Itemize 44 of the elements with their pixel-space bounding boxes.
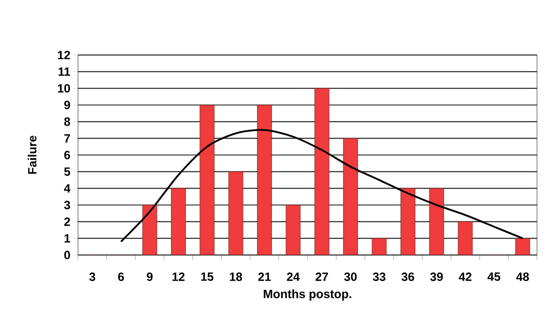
y-tick-label: 0 xyxy=(64,250,70,260)
x-tick-label: 15 xyxy=(201,272,214,281)
x-tick-label: 45 xyxy=(488,272,500,281)
bar xyxy=(458,221,473,255)
bar xyxy=(429,188,444,255)
y-tick-label: 5 xyxy=(64,168,70,176)
y-tick-label: 8 xyxy=(64,117,70,126)
bar xyxy=(257,104,272,255)
bar xyxy=(314,88,330,255)
y-tick-label: 9 xyxy=(64,100,70,110)
bar xyxy=(286,204,301,255)
x-tick-label: 12 xyxy=(172,272,185,281)
x-tick-label: 18 xyxy=(230,272,242,281)
x-tick-label: 42 xyxy=(458,272,472,281)
bar xyxy=(228,171,244,255)
y-tick-label: 7 xyxy=(64,134,70,142)
y-tick-label: 1 xyxy=(64,234,70,242)
x-tick-label: 21 xyxy=(258,272,271,281)
y-tick-label: 3 xyxy=(64,200,70,210)
y-tick-label: 4 xyxy=(64,184,70,192)
x-tick-label: 33 xyxy=(372,272,386,282)
line-series xyxy=(120,129,524,243)
y-tick-label: 12 xyxy=(58,50,70,60)
x-tick-label: 24 xyxy=(286,272,300,281)
x-tick-label: 48 xyxy=(516,272,529,281)
bar xyxy=(200,104,214,255)
x-tick-label: 9 xyxy=(146,272,153,281)
x-tick-label: 39 xyxy=(430,272,443,282)
bar xyxy=(171,188,186,255)
y-tick-label: 2 xyxy=(64,217,70,226)
x-tick-label: 6 xyxy=(118,272,124,281)
x-tick-label: 3 xyxy=(89,272,96,282)
y-tick-label: 11 xyxy=(58,68,70,76)
bar xyxy=(400,188,416,255)
x-tick-label: 36 xyxy=(402,272,414,282)
x-axis-title: Months postop. xyxy=(264,289,352,301)
y-tick-label: 6 xyxy=(64,150,70,160)
x-tick-label: 30 xyxy=(344,272,357,282)
bar xyxy=(343,138,358,255)
x-tick-label: 27 xyxy=(316,272,328,281)
y-axis-title: Failure xyxy=(28,136,36,174)
bar xyxy=(372,238,387,255)
y-tick-label: 10 xyxy=(58,84,70,93)
bar xyxy=(515,238,530,255)
